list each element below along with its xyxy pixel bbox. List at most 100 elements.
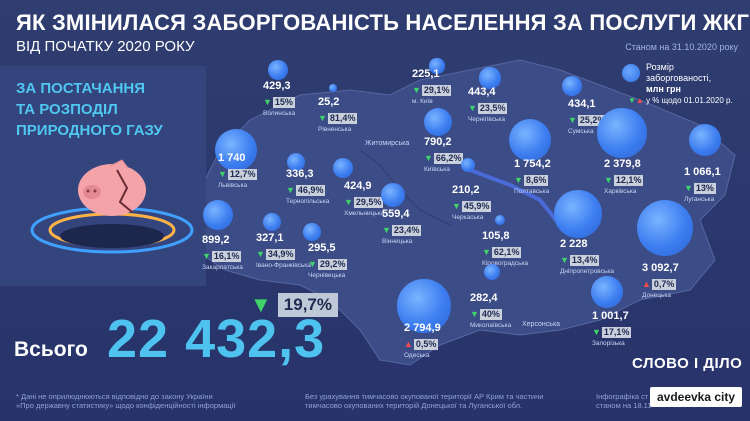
as-of-date: Станом на 31.10.2020 року [625,42,738,52]
region-bubble [332,157,354,179]
region-change: 46,9% [295,185,326,196]
region-name: Полтавська [514,188,550,195]
footer-mid-line-1: Без урахування тимчасово окупованої тери… [305,392,544,401]
region-label: 25,2 ▼ 81,4% Рівненська [318,96,358,134]
region-change: 13,4% [569,255,600,266]
down-arrow-icon: ▼ [514,175,523,185]
region-change: 17,1% [601,327,632,338]
down-arrow-icon: ▼ [452,201,461,211]
region-name: Сумська [568,128,594,135]
region-change: 0,5% [413,339,439,350]
down-arrow-icon: ▼ [604,175,613,185]
region-name: Кіровоградська [482,260,529,267]
down-arrow-icon: ▼ [560,255,569,265]
region-label: 2 228 ▼ 13,4% Дніпропетровська [560,238,614,276]
region-name: Волинська [263,110,296,117]
region-value: 1 754,2 [514,158,551,170]
region-change: 25,2% [577,115,608,126]
region-label: 295,5 ▼ 29,2% Чернівецька [308,242,348,280]
region-change: 29,2% [317,259,348,270]
region-label: 899,2 ▼ 16,1% Закарпатська [202,234,243,272]
region-name: Чернівецька [308,272,346,279]
region-name: Луганська [684,196,715,203]
kherson-label: Херсонська [522,321,561,328]
region-change: 16,1% [211,251,242,262]
region-value: 1 740 [218,152,246,164]
region-name: Черкаська [452,214,484,221]
slovo-i-dilo-logo: СЛОВО І ДІЛО [632,355,743,372]
region-bubble [554,190,602,238]
region-label: 790,2 ▼ 66,2% Київська [424,136,464,174]
region-change: 29,1% [421,85,452,96]
panel-heading: ЗА ПОСТАЧАННЯ ТА РОЗПОДІЛ ПРИРОДНОГО ГАЗ… [16,78,201,141]
region-bubble [688,123,722,157]
legend-line-3: млн грн [646,84,681,94]
region-bubble [483,263,501,281]
region-label: 210,2 ▼ 45,9% Черкаська [452,184,492,222]
region-value: 559,4 [382,208,410,220]
region-value: 434,1 [568,98,596,110]
down-arrow-icon: ▼ [684,183,693,193]
down-arrow-icon: ▼ [468,103,477,113]
region-name: Вінницька [382,238,413,245]
region-change: 29,5% [353,197,384,208]
down-arrow-icon: ▼ [202,251,211,261]
down-arrow-icon: ▼ [250,292,272,317]
region-bubble [329,84,337,92]
region-change: 13% [693,183,716,194]
region-name: Закарпатська [202,264,243,271]
legend-change-text: у % щодо 01.01.2020 р. [646,96,733,105]
region-change: 34,9% [265,249,296,260]
region-value: 210,2 [452,184,480,196]
region-value: 2 228 [560,238,588,250]
region-label: 2 379,8 ▼ 12,1% Харківська [604,158,644,196]
region-value: 899,2 [202,234,230,246]
region-value: 2 794,9 [404,322,441,334]
footer-left: * Дані не оприлюднюються відповідно до з… [16,392,235,410]
legend-line-1: Розмір [646,62,674,72]
region-bubble [429,58,445,74]
region-label: 336,3 ▼ 46,9% Тернопільська [286,168,329,206]
region-label: 3 092,7 ▲ 0,7% Донецька [642,262,679,300]
region-label: 1 001,7 ▼ 17,1% Запорізька [592,310,632,348]
region-bubble [597,108,647,158]
region-value: 327,1 [256,232,284,244]
region-label: 2 794,9 ▲ 0,5% Одеська [404,322,441,360]
panel-line-3: ПРИРОДНОГО ГАЗУ [16,122,163,139]
down-arrow-icon: ▼ [218,169,227,179]
down-arrow-icon: ▼ [344,197,353,207]
legend-change-note: ▼▲ у % щодо 01.01.2020 р. [628,96,733,105]
region-bubble [508,118,552,162]
region-change: 45,9% [461,201,492,212]
region-name: Тернопільська [286,198,330,205]
region-label: 327,1 ▼ 34,9% Івано-Франківська [256,232,311,270]
region-bubble [286,152,306,172]
legend-title: Розмір заборгованості, млн грн [646,62,711,95]
region-bubble [494,214,506,226]
region-value: 443,4 [468,86,496,98]
page-title: ЯК ЗМІНИЛАСЯ ЗАБОРГОВАНІСТЬ НАСЕЛЕННЯ ЗА… [16,10,750,35]
region-label: 1 066,1 ▼ 13% Луганська [684,166,721,204]
region-change: 62,1% [491,247,522,258]
region-label: 282,4 ▼ 40% Миколаївська [470,292,511,330]
region-change: 23,4% [391,225,422,236]
region-label: 429,3 ▼ 15% Волинська [263,80,295,118]
region-bubble [423,107,453,137]
down-arrow-icon: ▼ [628,96,636,105]
panel-line-2: ТА РОЗПОДІЛ [16,101,118,118]
legend-line-2: заборгованості, [646,73,712,83]
region-change: 12,7% [227,169,258,180]
region-value: 105,8 [482,230,510,242]
region-label: 225,1 ▼ 29,1% м. Київ [412,68,452,106]
down-arrow-icon: ▼ [308,259,317,269]
region-change: 40% [479,309,502,320]
region-name: Хмельницька [344,210,385,217]
region-name: Дніпропетровська [560,268,614,275]
region-bubble [214,128,257,171]
region-bubble [637,200,693,256]
region-name: м. Київ [412,98,433,105]
region-value: 429,3 [263,80,291,92]
down-arrow-icon: ▼ [412,85,421,95]
footer-left-line-1: * Дані не оприлюднюються відповідно до з… [16,392,213,401]
region-value: 225,1 [412,68,440,80]
